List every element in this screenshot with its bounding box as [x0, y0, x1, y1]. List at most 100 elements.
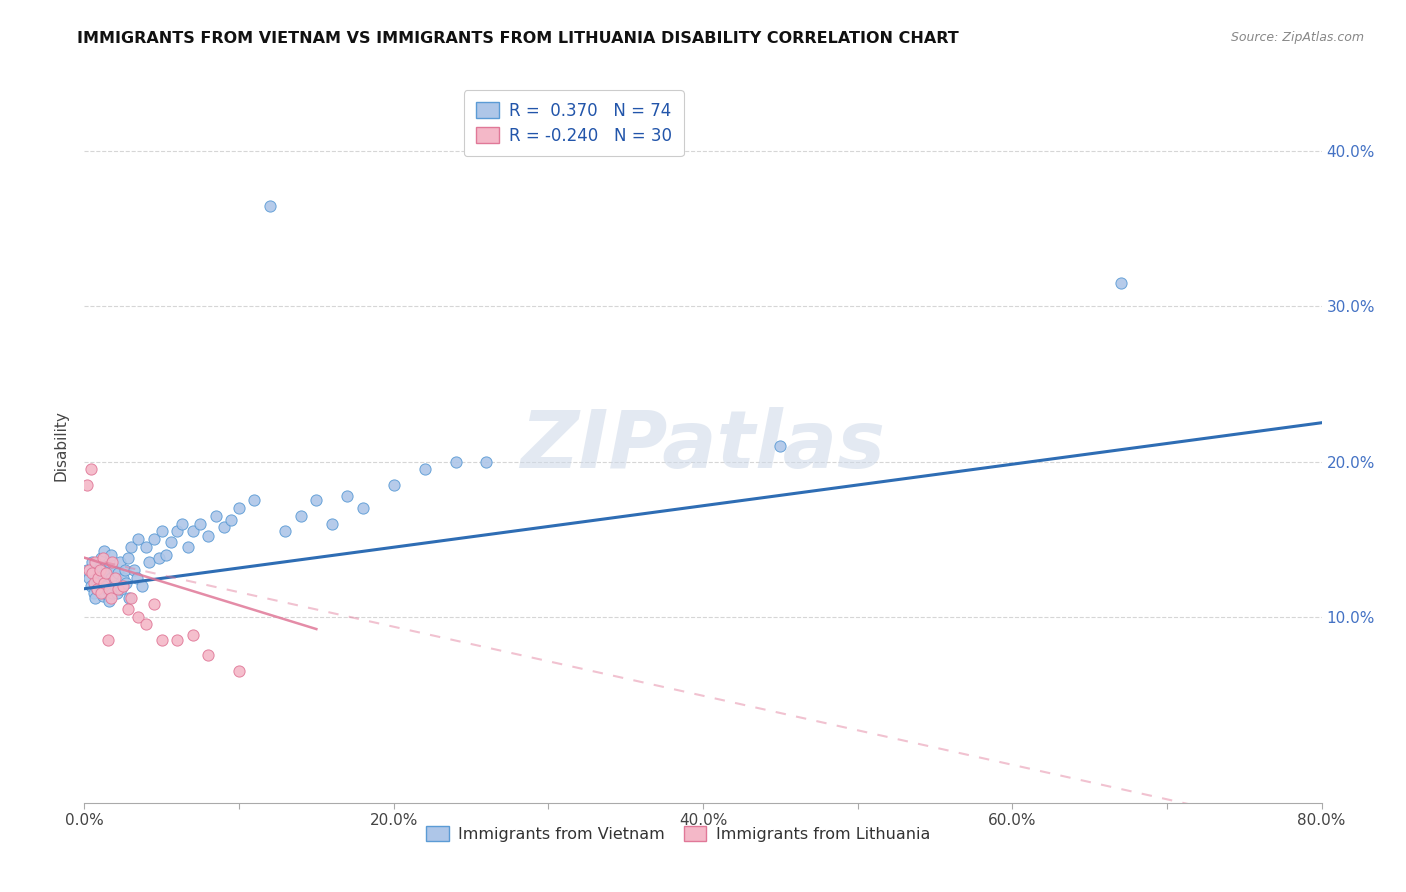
Point: [444, 454, 467, 468]
Point: [94, 579, 117, 593]
Point: [117, 602, 139, 616]
Point: [150, 524, 173, 539]
Text: ZIPatlas: ZIPatlas: [520, 407, 886, 485]
Point: [127, 532, 149, 546]
Point: [112, 571, 135, 585]
Point: [89, 571, 111, 585]
Point: [91, 567, 114, 582]
Point: [98, 582, 121, 596]
Point: [98, 594, 121, 608]
Point: [86, 582, 108, 596]
Point: [93, 575, 115, 590]
Point: [197, 529, 219, 543]
Point: [79, 462, 101, 476]
Point: [96, 583, 118, 598]
Point: [104, 579, 127, 593]
Point: [93, 544, 115, 558]
Point: [98, 555, 121, 569]
Point: [166, 524, 188, 539]
Point: [76, 563, 98, 577]
Point: [117, 550, 139, 565]
Point: [290, 508, 312, 523]
Point: [181, 628, 204, 642]
Point: [96, 566, 118, 581]
Point: [90, 582, 112, 596]
Point: [769, 439, 792, 453]
Point: [114, 563, 136, 577]
Point: [89, 563, 111, 577]
Point: [143, 597, 166, 611]
Point: [155, 548, 177, 562]
Point: [150, 632, 173, 647]
Point: [274, 524, 297, 539]
Point: [336, 489, 359, 503]
Point: [120, 540, 142, 554]
Point: [101, 555, 124, 569]
Point: [103, 563, 125, 577]
Point: [197, 648, 219, 663]
Point: [83, 586, 105, 600]
Point: [89, 560, 111, 574]
Point: [76, 477, 98, 491]
Point: [205, 508, 228, 523]
Point: [101, 586, 124, 600]
Point: [115, 575, 138, 590]
Point: [77, 563, 100, 577]
Point: [181, 524, 204, 539]
Point: [91, 550, 114, 565]
Point: [83, 575, 105, 590]
Point: [82, 566, 104, 581]
Point: [212, 519, 235, 533]
Point: [94, 566, 117, 581]
Point: [177, 540, 200, 554]
Point: [79, 579, 101, 593]
Point: [100, 548, 122, 562]
Legend: Immigrants from Vietnam, Immigrants from Lithuania: Immigrants from Vietnam, Immigrants from…: [420, 820, 936, 848]
Point: [90, 586, 112, 600]
Point: [77, 571, 100, 585]
Point: [135, 617, 157, 632]
Point: [87, 563, 110, 577]
Point: [112, 579, 135, 593]
Point: [122, 563, 145, 577]
Point: [135, 540, 157, 554]
Text: Source: ZipAtlas.com: Source: ZipAtlas.com: [1230, 31, 1364, 45]
Point: [352, 501, 374, 516]
Point: [382, 477, 405, 491]
Point: [118, 591, 141, 605]
Point: [188, 516, 211, 531]
Y-axis label: Disability: Disability: [53, 410, 69, 482]
Point: [305, 493, 328, 508]
Point: [228, 501, 250, 516]
Point: [90, 550, 112, 565]
Point: [413, 462, 436, 476]
Point: [138, 555, 160, 569]
Point: [125, 571, 148, 585]
Point: [100, 591, 122, 605]
Point: [131, 579, 153, 593]
Point: [94, 558, 117, 573]
Point: [84, 591, 107, 605]
Point: [1109, 276, 1132, 290]
Point: [475, 454, 498, 468]
Point: [86, 575, 108, 590]
Point: [170, 516, 193, 531]
Point: [84, 555, 107, 569]
Point: [110, 582, 132, 596]
Point: [104, 571, 127, 585]
Point: [105, 586, 128, 600]
Point: [228, 664, 250, 678]
Point: [120, 591, 142, 605]
Point: [127, 609, 149, 624]
Text: IMMIGRANTS FROM VIETNAM VS IMMIGRANTS FROM LITHUANIA DISABILITY CORRELATION CHAR: IMMIGRANTS FROM VIETNAM VS IMMIGRANTS FR…: [77, 31, 959, 46]
Point: [108, 555, 131, 569]
Point: [100, 571, 122, 585]
Point: [87, 571, 110, 585]
Point: [107, 582, 129, 596]
Point: [166, 632, 188, 647]
Point: [143, 532, 166, 546]
Point: [259, 198, 281, 212]
Point: [107, 566, 129, 581]
Point: [160, 535, 183, 549]
Point: [93, 586, 115, 600]
